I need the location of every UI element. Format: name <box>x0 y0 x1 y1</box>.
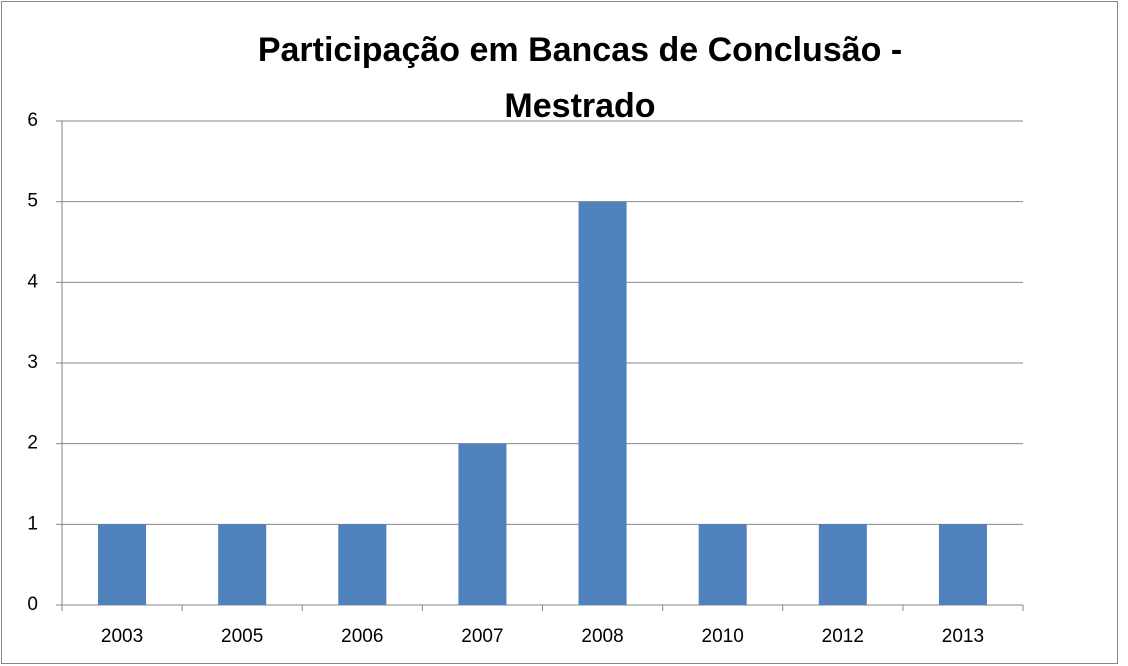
y-tick-label: 1 <box>27 513 38 534</box>
bar <box>818 524 867 605</box>
x-tick-label: 2012 <box>822 626 864 647</box>
x-tick-label: 2007 <box>461 626 503 647</box>
x-tick-label: 2003 <box>101 626 143 647</box>
bar <box>698 524 747 605</box>
y-tick-label: 2 <box>27 433 38 454</box>
bar <box>938 524 987 605</box>
y-tick-label: 3 <box>27 352 38 373</box>
bar <box>338 524 387 605</box>
y-tick-label: 6 <box>27 110 38 131</box>
bar <box>98 524 147 605</box>
x-tick-label: 2005 <box>221 626 263 647</box>
y-tick-label: 4 <box>27 271 38 292</box>
x-tick-label: 2006 <box>341 626 383 647</box>
x-tick-label: 2010 <box>702 626 744 647</box>
bar <box>458 443 507 605</box>
chart-title: Participação em Bancas de Conclusão - Me… <box>257 31 903 125</box>
bar <box>218 524 267 605</box>
y-tick-label: 5 <box>27 191 38 212</box>
x-tick-label: 2008 <box>581 626 623 647</box>
bar <box>578 201 627 605</box>
x-tick-label: 2013 <box>942 626 984 647</box>
y-tick-label: 0 <box>27 594 38 615</box>
